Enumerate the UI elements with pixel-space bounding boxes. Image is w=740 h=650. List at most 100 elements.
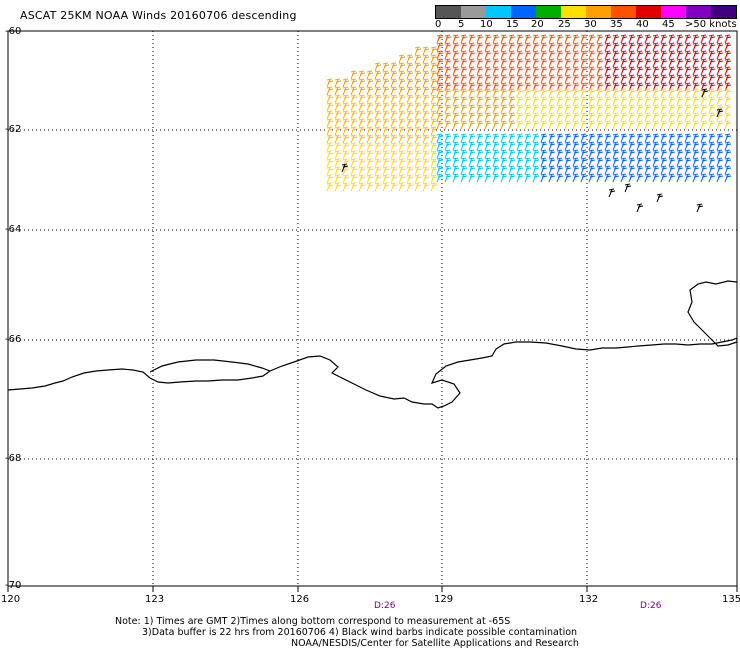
wind-barb bbox=[422, 46, 430, 56]
wind-barb bbox=[508, 120, 516, 130]
wind-barb bbox=[724, 141, 732, 151]
scale-label: 25 bbox=[558, 19, 571, 30]
wind-barb bbox=[636, 141, 644, 151]
wind-barb bbox=[604, 96, 612, 106]
wind-barb bbox=[628, 96, 636, 106]
wind-barb bbox=[334, 94, 342, 104]
wind-barb bbox=[342, 158, 350, 168]
ice-shelf-outline bbox=[149, 359, 271, 373]
wind-barb bbox=[612, 112, 620, 122]
wind-barb bbox=[422, 110, 430, 120]
wind-barb bbox=[508, 165, 516, 175]
wind-barb bbox=[564, 50, 572, 60]
wind-barb bbox=[708, 112, 716, 122]
wind-barb bbox=[676, 112, 684, 122]
wind-barb bbox=[644, 42, 652, 52]
wind-barb bbox=[460, 88, 468, 98]
lat-label: -68 bbox=[5, 453, 22, 464]
wind-barb bbox=[676, 133, 684, 143]
wind-barb bbox=[358, 134, 366, 144]
wind-barb bbox=[492, 96, 500, 106]
wind-barb bbox=[460, 42, 468, 52]
wind-barb bbox=[652, 66, 660, 76]
wind-barb bbox=[548, 42, 556, 52]
wind-barb bbox=[460, 157, 468, 167]
wind-barb bbox=[430, 118, 438, 128]
wind-barb bbox=[508, 88, 516, 98]
wind-barb bbox=[390, 118, 398, 128]
wind-barb bbox=[636, 96, 644, 106]
wind-barb bbox=[628, 42, 636, 52]
wind-barb bbox=[366, 166, 374, 176]
wind-barb bbox=[540, 88, 548, 98]
wind-barb bbox=[444, 66, 452, 76]
wind-barb bbox=[374, 174, 382, 184]
wind-barb bbox=[414, 142, 422, 152]
wind-barb bbox=[390, 94, 398, 104]
wind-barb bbox=[636, 74, 644, 84]
wind-barb bbox=[468, 165, 476, 175]
wind-barb bbox=[422, 158, 430, 168]
wind-barb bbox=[422, 118, 430, 128]
wind-barb bbox=[476, 173, 484, 183]
wind-barb bbox=[700, 157, 708, 167]
wind-barb bbox=[414, 110, 422, 120]
wind-barb bbox=[430, 174, 438, 184]
wind-barb bbox=[620, 173, 628, 183]
wind-barb bbox=[366, 142, 374, 152]
wind-barb bbox=[556, 34, 564, 44]
wind-barb bbox=[652, 173, 660, 183]
wind-barb bbox=[660, 50, 668, 60]
wind-barb bbox=[452, 58, 460, 68]
wind-barb bbox=[644, 112, 652, 122]
wind-barb bbox=[358, 102, 366, 112]
wind-barb bbox=[644, 149, 652, 159]
wind-barb bbox=[596, 112, 604, 122]
wind-barb bbox=[676, 104, 684, 114]
wind-barb bbox=[660, 96, 668, 106]
wind-barb bbox=[548, 112, 556, 122]
wind-barb bbox=[676, 96, 684, 106]
wind-barb bbox=[716, 165, 724, 175]
wind-barb bbox=[724, 42, 732, 52]
wind-barb bbox=[444, 133, 452, 143]
wind-barb bbox=[342, 94, 350, 104]
wind-barb bbox=[636, 112, 644, 122]
wind-barb bbox=[398, 150, 406, 160]
wind-barb bbox=[564, 165, 572, 175]
wind-barb bbox=[422, 102, 430, 112]
wind-barb bbox=[350, 102, 358, 112]
wind-barb bbox=[540, 149, 548, 159]
wind-barb bbox=[460, 50, 468, 60]
wind-barb bbox=[500, 66, 508, 76]
wind-barb bbox=[708, 88, 716, 98]
wind-barb bbox=[406, 78, 414, 88]
wind-barb bbox=[500, 34, 508, 44]
wind-barb bbox=[612, 141, 620, 151]
wind-barb bbox=[652, 58, 660, 68]
wind-barb bbox=[350, 182, 358, 192]
lon-label: 126 bbox=[290, 594, 310, 605]
wind-barb bbox=[484, 173, 492, 183]
wind-barb bbox=[708, 104, 716, 114]
wind-barb bbox=[564, 141, 572, 151]
wind-barb bbox=[516, 34, 524, 44]
wind-barb bbox=[724, 96, 732, 106]
wind-barb bbox=[548, 165, 556, 175]
wind-barb bbox=[452, 165, 460, 175]
wind-barb bbox=[532, 74, 540, 84]
lat-label: -60 bbox=[5, 26, 22, 37]
wind-barb bbox=[452, 157, 460, 167]
wind-barb bbox=[406, 62, 414, 72]
wind-barb bbox=[596, 58, 604, 68]
wind-barb bbox=[692, 120, 700, 130]
wind-barb bbox=[532, 96, 540, 106]
wind-barb bbox=[652, 50, 660, 60]
wind-barb bbox=[492, 66, 500, 76]
wind-barb bbox=[508, 141, 516, 151]
wind-barb bbox=[500, 104, 508, 114]
wind-barb bbox=[580, 74, 588, 84]
wind-barb bbox=[708, 66, 716, 76]
wind-barb bbox=[452, 173, 460, 183]
wind-barb bbox=[484, 133, 492, 143]
